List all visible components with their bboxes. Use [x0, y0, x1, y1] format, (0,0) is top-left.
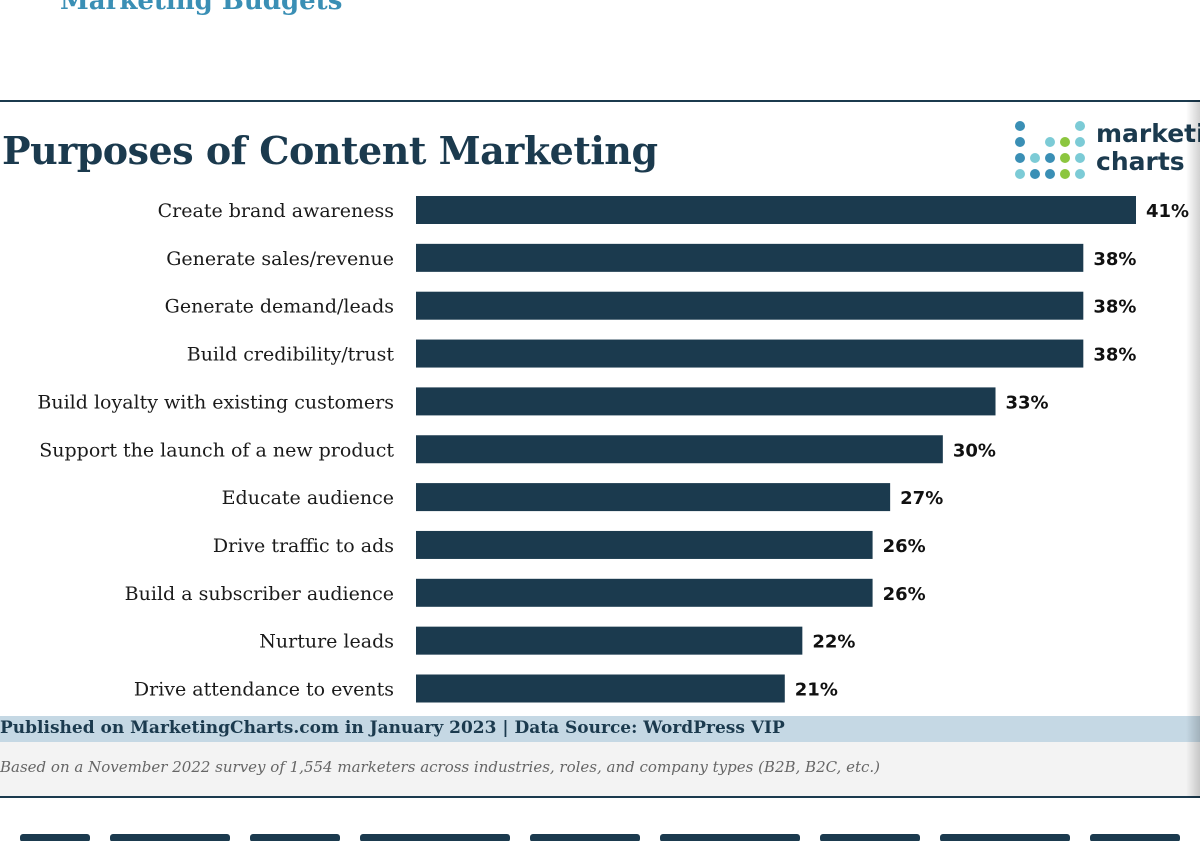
logo-dot [1060, 169, 1070, 179]
value-label: 22% [812, 632, 855, 653]
category-label: Drive attendance to events [134, 679, 394, 701]
bar [416, 387, 996, 416]
value-label: 38% [1093, 345, 1136, 366]
logo-dot [1075, 153, 1085, 163]
logo-dot [1015, 137, 1025, 147]
chart-title: Purposes of Content Marketing [2, 128, 658, 173]
category-label: Generate sales/revenue [166, 248, 394, 270]
source-band: Published on MarketingCharts.com in Janu… [0, 716, 1200, 742]
category-label: Nurture leads [259, 631, 394, 653]
logo-dot [1045, 169, 1055, 179]
bottom-divider [0, 796, 1200, 798]
logo-dot [1015, 169, 1025, 179]
logo-dot [1075, 121, 1085, 131]
top-divider [0, 100, 1200, 102]
methodology-band: Based on a November 2022 survey of 1,554… [0, 742, 1200, 796]
logo-dot [1060, 153, 1070, 163]
clipped-next-text [0, 826, 1200, 841]
logo-dot [1075, 169, 1085, 179]
bar [416, 578, 873, 607]
page-edge-shadow [1186, 100, 1200, 798]
logo-dot [1045, 153, 1055, 163]
category-label: Create brand awareness [158, 200, 394, 222]
logo-dot [1015, 121, 1025, 131]
category-label: Build credibility/trust [187, 344, 395, 366]
methodology-note: Based on a November 2022 survey of 1,554… [0, 758, 881, 776]
bar [416, 674, 785, 703]
logo-dot [1030, 169, 1040, 179]
bar [416, 339, 1084, 368]
category-label: Build a subscriber audience [125, 583, 394, 605]
category-label: Generate demand/leads [165, 296, 394, 318]
published-source-text: Published on MarketingCharts.com in Janu… [0, 718, 785, 738]
value-label: 41% [1146, 201, 1189, 222]
value-label: 26% [883, 536, 926, 557]
bar-chart: Create brand awareness 41% Generate sales/… [37, 196, 1189, 703]
logo-dots-icon [1015, 121, 1085, 179]
value-label: 26% [883, 584, 926, 605]
logo-dot [1075, 137, 1085, 147]
value-label: 21% [795, 680, 838, 701]
logo-dot [1045, 137, 1055, 147]
value-label: 38% [1093, 297, 1136, 318]
logo-dot [1015, 153, 1025, 163]
category-label: Drive traffic to ads [213, 535, 394, 557]
logo-text-line2: charts [1096, 147, 1185, 176]
bar [416, 243, 1084, 272]
logo-dot [1060, 137, 1070, 147]
value-label: 30% [953, 440, 996, 461]
bar [416, 435, 943, 464]
category-label: Build loyalty with existing customers [37, 391, 394, 413]
bar [416, 530, 873, 559]
marketingcharts-logo: marketing charts [1014, 120, 1200, 182]
logo-dot [1030, 153, 1040, 163]
category-label: Support the launch of a new product [39, 439, 394, 461]
clipped-previous-heading: Marketing Budgets [60, 0, 343, 16]
bar [416, 483, 891, 512]
bar [416, 291, 1084, 320]
value-label: 27% [900, 488, 943, 509]
bar [416, 626, 803, 655]
bar [416, 196, 1136, 224]
value-label: 33% [1006, 392, 1049, 413]
category-label: Educate audience [222, 487, 394, 509]
logo-text-line1: marketing [1096, 120, 1200, 148]
value-label: 38% [1093, 249, 1136, 270]
